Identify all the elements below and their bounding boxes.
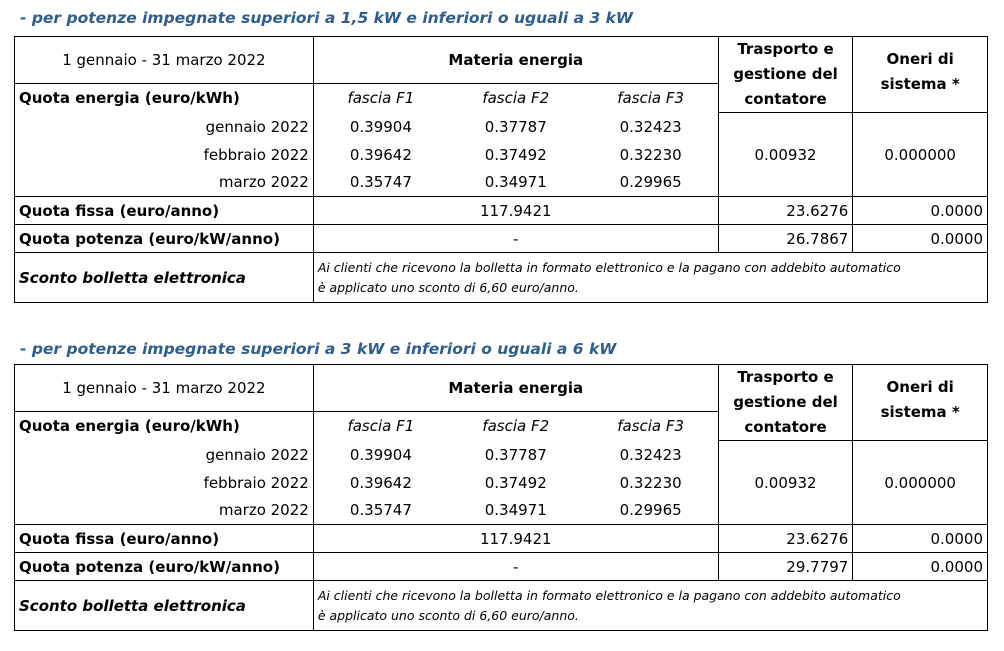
f2-value: 0.37787 [484, 445, 547, 464]
sconto-note-line2: è applicato uno sconto di 6,60 euro/anno… [317, 607, 579, 623]
month-label: marzo 2022 [14, 168, 314, 197]
quota-potenza-label: Quota potenza (euro/kW/anno) [14, 552, 314, 581]
table-row: Quota fissa (euro/anno) 117.9421 23.6276… [14, 196, 988, 225]
f3-value: 0.32230 [583, 140, 719, 169]
f2-value: 0.37492 [484, 145, 547, 164]
f2-value: 0.34971 [447, 168, 584, 197]
quota-potenza-oneri: 0.0000 [852, 552, 988, 581]
table-caption: - per potenze impegnate superiori a 3 kW… [20, 340, 617, 358]
tariff-table: 1 gennaio - 31 marzo 2022 Materia energi… [14, 35, 989, 303]
oneri-header: Oneri di sistema * [852, 36, 988, 113]
sconto-note-line1: Ai clienti che ricevono la bolletta in f… [317, 587, 901, 603]
f1-value: 0.35747 [313, 168, 448, 197]
month-label: gennaio 2022 [14, 440, 314, 469]
table-row: febbraio 2022 0.39642 0.37492 0.32230 [14, 468, 988, 497]
f1-value: 0.39904 [349, 445, 412, 464]
sconto-label: Sconto bolletta elettronica [14, 252, 314, 303]
table-row: marzo 2022 0.35747 0.34971 0.29965 [14, 168, 988, 197]
materia-energia-header: Materia energia [313, 35, 719, 85]
quota-potenza-oneri: 0.0000 [852, 224, 988, 253]
sconto-note: Ai clienti che ricevono la bolletta in f… [313, 580, 989, 631]
f3-value: 0.29965 [583, 496, 719, 525]
fascia-f1-header: fascia F1 [347, 89, 415, 108]
table-row: marzo 2022 0.35747 0.34971 0.29965 [14, 496, 988, 525]
table-row: gennaio 2022 0.39904 0.37787 0.32423 0.0… [14, 440, 988, 525]
materia-energia-header: Materia energia [313, 363, 719, 413]
f3-value: 0.32230 [583, 468, 719, 497]
quota-potenza-trasporto: 26.7867 [718, 224, 854, 253]
quota-fissa-oneri: 0.0000 [852, 196, 988, 225]
quota-fissa-label: Quota fissa (euro/anno) [14, 524, 314, 553]
quota-fissa-materia: 117.9421 [313, 196, 719, 225]
f1-value: 0.35747 [313, 496, 448, 525]
sconto-note-line2: è applicato uno sconto di 6,60 euro/anno… [317, 279, 579, 295]
table-row: gennaio 2022 0.39904 0.37787 0.32423 0.0… [14, 112, 988, 197]
f2-value: 0.34971 [447, 496, 584, 525]
table-caption: - per potenze impegnate superiori a 1,5 … [20, 9, 634, 27]
month-label: febbraio 2022 [14, 140, 314, 169]
trasporto-header: Trasporto e gestione del contatore [718, 364, 854, 441]
f3-value: 0.32423 [583, 440, 719, 469]
table-row: Quota potenza (euro/kW/anno) - 29.7797 0… [14, 552, 988, 581]
f1-value: 0.39904 [349, 117, 412, 136]
quota-fissa-materia: 117.9421 [313, 524, 719, 553]
energia-oneri-value: 0.000000 [852, 440, 988, 525]
month-label: febbraio 2022 [14, 468, 314, 497]
table-row: Sconto bolletta elettronica Ai clienti c… [14, 580, 989, 631]
trasporto-header: Trasporto e gestione del contatore [718, 36, 854, 113]
table-row: Quota fissa (euro/anno) 117.9421 23.6276… [14, 524, 988, 553]
table-row: febbraio 2022 0.39642 0.37492 0.32230 [14, 140, 988, 169]
quota-potenza-materia: - [313, 224, 719, 253]
month-label: marzo 2022 [14, 496, 314, 525]
f2-value: 0.37787 [484, 117, 547, 136]
oneri-header: Oneri di sistema * [852, 364, 988, 441]
quota-fissa-trasporto: 23.6276 [718, 524, 854, 553]
sconto-note-line1: Ai clienti che ricevono la bolletta in f… [317, 259, 901, 275]
fascia-f3-header: fascia F3 [583, 83, 719, 113]
fascia-f2-header: fascia F2 [482, 89, 550, 108]
quota-energia-label: Quota energia (euro/kWh) [14, 411, 314, 441]
table-row: Quota potenza (euro/kW/anno) - 26.7867 0… [14, 224, 988, 253]
fascia-f2-header: fascia F2 [482, 417, 550, 436]
quota-potenza-label: Quota potenza (euro/kW/anno) [14, 224, 314, 253]
fascia-f1-header: fascia F1 [347, 417, 415, 436]
energia-oneri-value: 0.000000 [852, 112, 988, 197]
sconto-note: Ai clienti che ricevono la bolletta in f… [313, 252, 989, 303]
quota-energia-label: Quota energia (euro/kWh) [14, 83, 314, 113]
quota-fissa-oneri: 0.0000 [852, 524, 988, 553]
quota-fissa-label: Quota fissa (euro/anno) [14, 196, 314, 225]
f3-value: 0.32423 [583, 112, 719, 141]
f2-value: 0.37492 [484, 473, 547, 492]
quota-fissa-trasporto: 23.6276 [718, 196, 854, 225]
quota-potenza-trasporto: 29.7797 [718, 552, 854, 581]
period-header: 1 gennaio - 31 marzo 2022 [14, 363, 314, 413]
table-row: Sconto bolletta elettronica Ai clienti c… [14, 252, 989, 303]
tariff-table: 1 gennaio - 31 marzo 2022 Materia energi… [14, 363, 989, 631]
f1-value: 0.39642 [349, 473, 412, 492]
energia-trasporto-value: 0.00932 [718, 440, 854, 525]
fascia-f3-header: fascia F3 [583, 411, 719, 441]
quota-potenza-materia: - [313, 552, 719, 581]
month-label: gennaio 2022 [14, 112, 314, 141]
energia-trasporto-value: 0.00932 [718, 112, 854, 197]
period-header: 1 gennaio - 31 marzo 2022 [14, 35, 314, 85]
sconto-label: Sconto bolletta elettronica [14, 580, 314, 631]
f1-value: 0.39642 [349, 145, 412, 164]
f3-value: 0.29965 [583, 168, 719, 197]
